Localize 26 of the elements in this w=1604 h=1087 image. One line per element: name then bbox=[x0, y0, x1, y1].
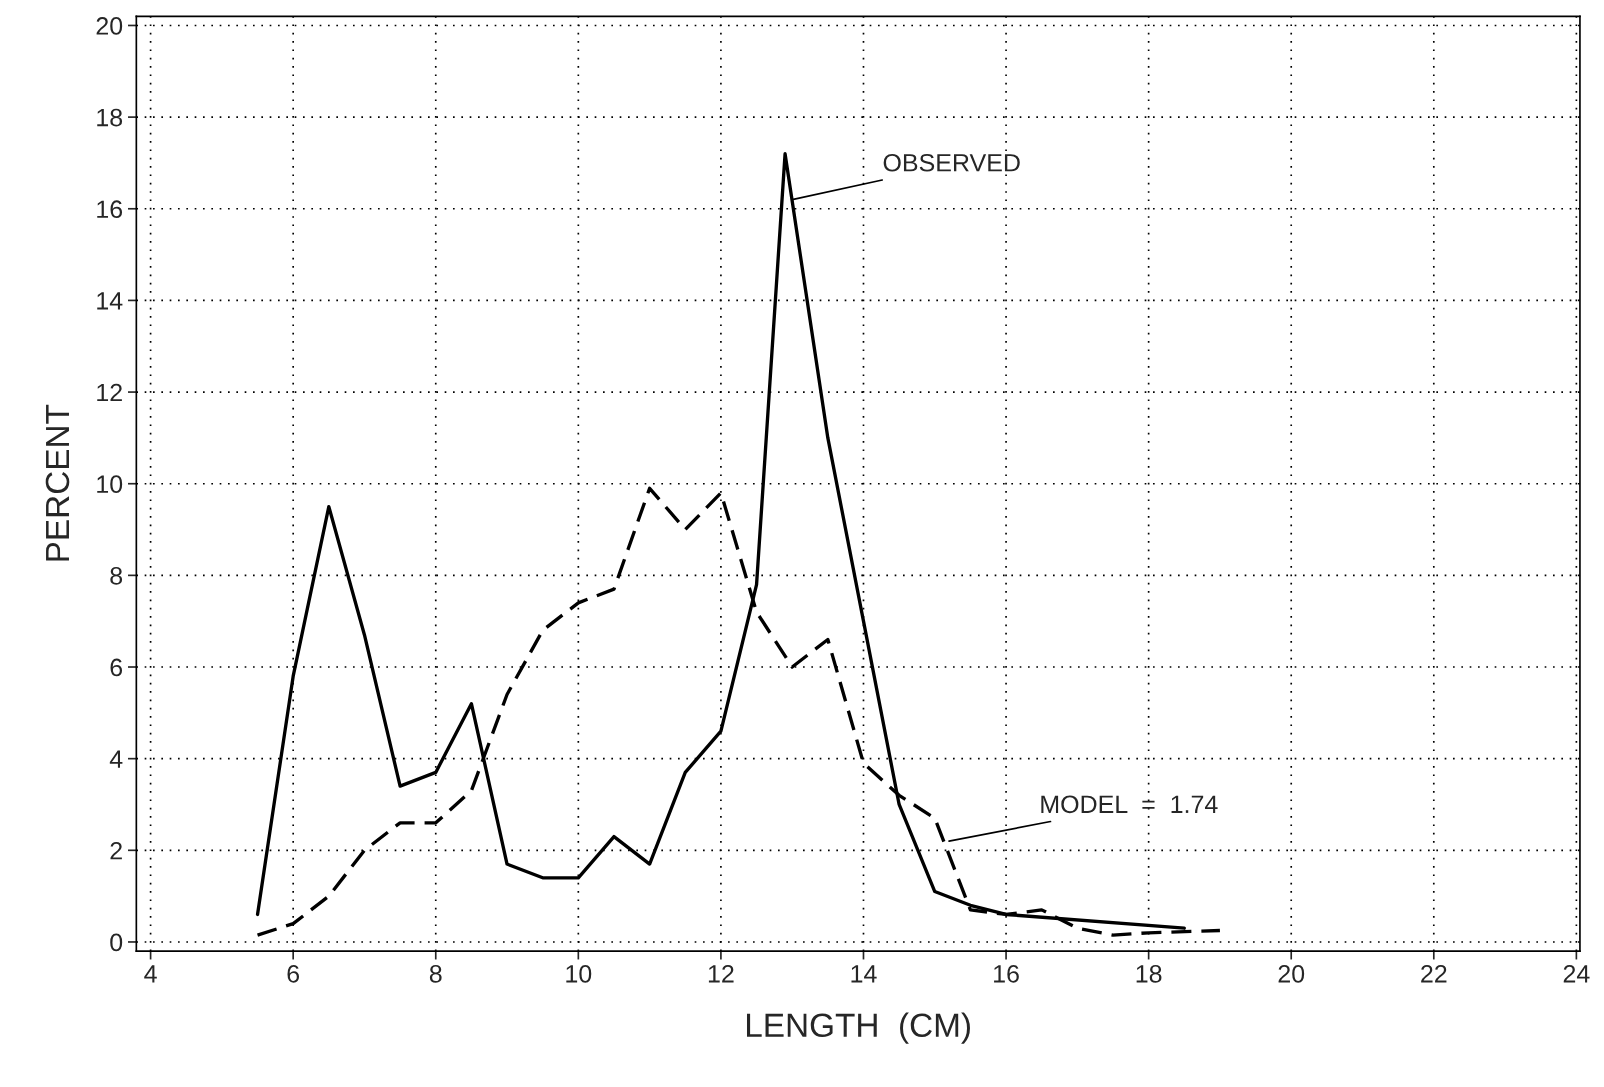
x-tick-label: 4 bbox=[144, 965, 157, 983]
x-tick-label: 14 bbox=[851, 965, 877, 983]
annotation: MODEL = 1.74 bbox=[1041, 795, 1218, 814]
y-tick-label: 6 bbox=[110, 658, 123, 677]
x-axis-title: LENGTH (CM) bbox=[746, 1012, 970, 1044]
y-tick-label: 2 bbox=[110, 841, 122, 860]
x-tick-label: 20 bbox=[1278, 964, 1305, 983]
y-axis-title: PERCENT bbox=[45, 404, 70, 561]
y-tick-label: 12 bbox=[97, 383, 122, 402]
x-tick-label: 16 bbox=[994, 964, 1019, 983]
y-tick-label: 4 bbox=[109, 750, 123, 768]
y-tick-label: 18 bbox=[97, 108, 123, 127]
x-tick-label: 8 bbox=[429, 964, 442, 983]
x-tick-label: 6 bbox=[287, 964, 300, 983]
x-tick-label: 22 bbox=[1421, 964, 1447, 983]
y-tick-label: 14 bbox=[97, 292, 123, 310]
y-tick-label: 10 bbox=[97, 475, 123, 494]
y-tick-label: 8 bbox=[110, 566, 123, 585]
x-tick-label: 10 bbox=[566, 964, 592, 983]
x-tick-label: 24 bbox=[1563, 964, 1590, 983]
y-tick-label: 16 bbox=[97, 200, 123, 219]
x-tick-label: 12 bbox=[708, 964, 734, 983]
y-tick-label: 0 bbox=[110, 933, 123, 952]
y-tick-label: 20 bbox=[96, 17, 123, 35]
annotation: OBSERVED bbox=[883, 153, 1020, 172]
x-tick-label: 18 bbox=[1136, 964, 1162, 983]
